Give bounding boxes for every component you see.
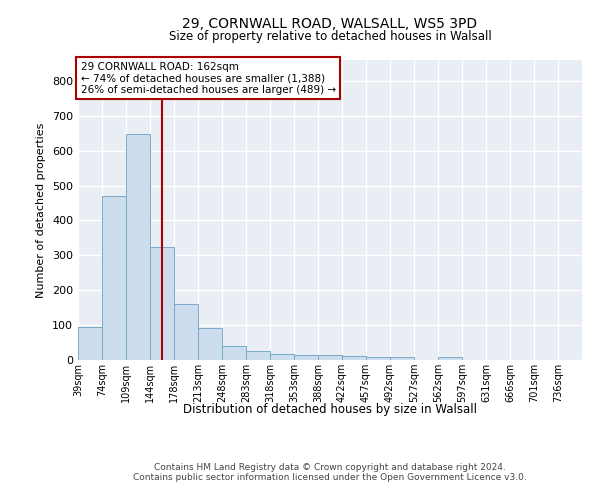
- Bar: [342, 356, 366, 360]
- Text: Contains HM Land Registry data © Crown copyright and database right 2024.
Contai: Contains HM Land Registry data © Crown c…: [133, 462, 527, 482]
- Bar: [270, 354, 294, 360]
- Bar: [150, 246, 174, 360]
- Y-axis label: Number of detached properties: Number of detached properties: [37, 122, 46, 298]
- Bar: [438, 357, 462, 360]
- Bar: [390, 357, 414, 360]
- Bar: [198, 328, 222, 360]
- Text: 29 CORNWALL ROAD: 162sqm
← 74% of detached houses are smaller (1,388)
26% of sem: 29 CORNWALL ROAD: 162sqm ← 74% of detach…: [80, 62, 335, 94]
- Text: Size of property relative to detached houses in Walsall: Size of property relative to detached ho…: [169, 30, 491, 43]
- Bar: [222, 346, 246, 360]
- Bar: [174, 304, 198, 360]
- Text: Distribution of detached houses by size in Walsall: Distribution of detached houses by size …: [183, 402, 477, 415]
- Bar: [102, 196, 126, 360]
- Bar: [366, 357, 390, 360]
- Bar: [78, 327, 102, 360]
- Text: 29, CORNWALL ROAD, WALSALL, WS5 3PD: 29, CORNWALL ROAD, WALSALL, WS5 3PD: [182, 18, 478, 32]
- Bar: [318, 356, 342, 360]
- Bar: [294, 355, 318, 360]
- Bar: [246, 352, 270, 360]
- Bar: [126, 134, 150, 360]
